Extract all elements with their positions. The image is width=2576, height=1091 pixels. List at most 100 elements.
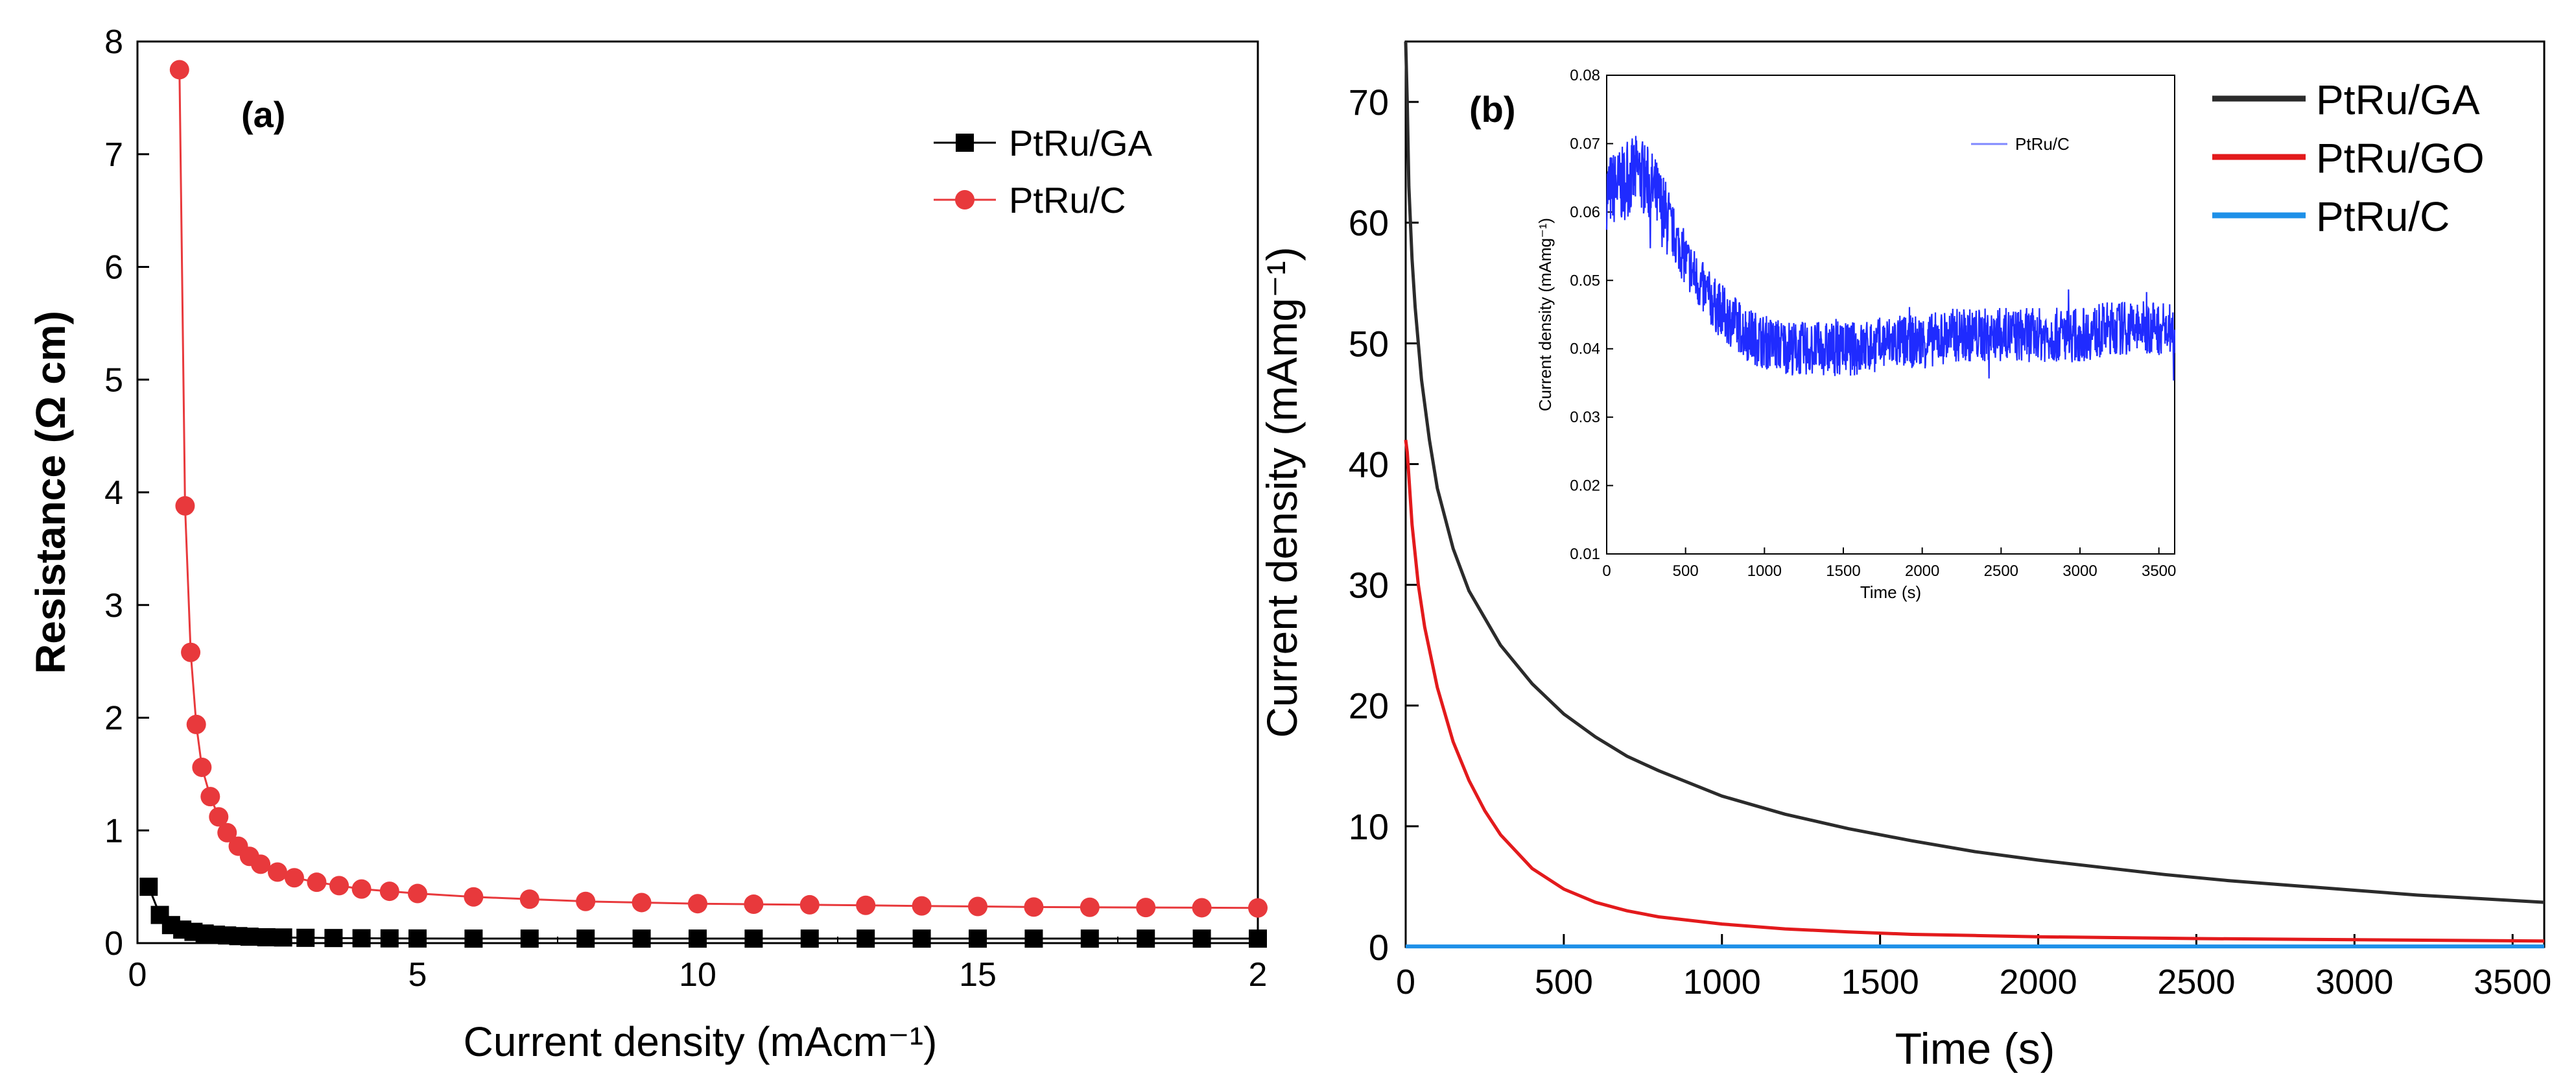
panel-b-xtick-label: 1000 [1683, 963, 1761, 1001]
panel-b-label: (b) [1469, 89, 1516, 130]
panel-a-point-0 [969, 929, 987, 948]
inset-xtick-label: 2000 [1905, 562, 1939, 580]
inset-xlabel: Time (s) [1860, 582, 1921, 602]
panel-a-point-1 [186, 714, 206, 734]
inset-xtick-label: 0 [1602, 562, 1611, 580]
panel-a-point-1 [307, 872, 327, 893]
inset-ytick-label: 0.03 [1570, 409, 1600, 426]
panel-a-point-1 [284, 868, 304, 888]
inset-ytick-label: 0.01 [1570, 546, 1600, 563]
panel-a-point-1 [1192, 898, 1212, 918]
inset-legend-label: PtRu/C [2015, 134, 2070, 154]
inset-background [1607, 75, 2175, 554]
panel-a-xtick-label: 5 [408, 956, 427, 994]
panel-b-legend-label: PtRu/C [2316, 193, 2450, 240]
panel-a-point-1 [169, 60, 189, 80]
panel-a-ytick-label: 3 [104, 587, 123, 625]
panel-a-point-1 [268, 862, 287, 882]
inset-frame [1606, 75, 2175, 555]
panel-a-point-1 [968, 896, 987, 917]
inset-ytick-label: 0.05 [1570, 272, 1600, 289]
panel-a-point-1 [1024, 897, 1044, 917]
panel-a-point-1 [192, 757, 212, 777]
panel-a-point-1 [209, 807, 229, 827]
panel-a-point-1 [379, 881, 399, 902]
panel-a-ytick-label: 2 [104, 700, 123, 737]
panel-b-ylabel: Current density (mAmg⁻¹) [1258, 246, 1306, 737]
inset-ylabel: Current density (mAmg⁻¹) [1535, 218, 1555, 411]
panel-a-point-0 [380, 929, 399, 948]
panel-b-ytick-label: 30 [1349, 565, 1389, 606]
panel-a-point-0 [1249, 929, 1267, 948]
panel-a-ytick-label: 6 [104, 249, 123, 287]
panel-a-frame [136, 40, 1259, 944]
panel-a-point-0 [240, 928, 259, 946]
panel-a-point-0 [296, 928, 315, 947]
panel-a-xlabel: Current density (mAcm⁻¹) [464, 1018, 938, 1065]
panel-a-point-1 [464, 887, 484, 907]
panel-b-ytick-label: 10 [1349, 806, 1389, 847]
panel-a-point-0 [857, 929, 875, 948]
panel-a-point-0 [352, 929, 371, 948]
panel-b-ytick-label: 70 [1349, 82, 1389, 123]
panel-a-point-1 [576, 891, 596, 911]
panel-b-xtick-label: 3000 [2315, 963, 2393, 1001]
panel-a-xtick-label: 2 [1249, 956, 1268, 994]
panel-a-xtick-label: 10 [679, 956, 716, 994]
panel-a-point-1 [217, 822, 237, 843]
panel-a-ytick-label: 0 [104, 925, 123, 963]
panel-a-point-0 [576, 929, 595, 948]
panel-a-point-0 [912, 929, 931, 948]
panel-b-ytick-label: 50 [1349, 323, 1389, 364]
panel-a-legend-label: PtRu/GA [1009, 123, 1153, 163]
panel-a-point-1 [200, 787, 220, 807]
panel-b-legend: PtRu/GA PtRu/GO PtRu/C [2212, 77, 2485, 240]
panel-a-ytick-label: 4 [104, 474, 123, 512]
panel-a-point-1 [688, 894, 707, 914]
panel-a-point-0 [1024, 929, 1043, 948]
inset-xtick-label: 2500 [1984, 562, 2018, 580]
panel-a-point-1 [1080, 897, 1100, 917]
panel-a-point-0 [139, 878, 158, 896]
panel-a-point-1 [181, 642, 201, 662]
inset-xtick-label: 1000 [1747, 562, 1782, 580]
inset-ytick-label: 0.02 [1570, 477, 1600, 495]
panel-a-point-1 [175, 496, 195, 516]
panel-a-point-0 [464, 929, 483, 948]
panel-a-point-1 [251, 854, 271, 874]
inset-chart: 0 500 1000 1500 2000 2500 3000 3500 0.01 0.02 0.03… [1535, 67, 2176, 602]
panel-b-xtick-label: 1500 [1841, 963, 1919, 1001]
panel-b-series-line-1 [1404, 439, 2545, 943]
panel-a-point-1 [856, 895, 876, 915]
inset-ytick-label: 0.06 [1570, 204, 1600, 221]
panel-a-point-1 [744, 894, 764, 915]
panel-b: 0 500 1000 1500 2000 2500 3000 3500 0 10 20 30 40 50 6… [1258, 40, 2551, 1073]
panel-b-xtick-label: 3500 [2474, 963, 2551, 1001]
panel-a-legend-marker [955, 190, 975, 210]
panel-a-point-1 [351, 879, 372, 899]
inset-xtick-label: 3000 [2062, 562, 2097, 580]
panel-a-point-1 [912, 896, 932, 916]
panel-a-point-0 [1080, 929, 1099, 948]
panel-a-ytick-label: 5 [104, 361, 123, 399]
panel-a-xtick-label: 0 [128, 956, 147, 994]
panel-b-ytick-label: 0 [1369, 927, 1389, 968]
panel-a-xtick-label: 15 [959, 956, 997, 994]
inset-xtick-label: 500 [1673, 562, 1699, 580]
panel-a-point-0 [324, 929, 343, 948]
panel-b-xtick-label: 0 [1396, 963, 1415, 1001]
panel-a-point-1 [632, 893, 652, 913]
panel-a-point-0 [520, 929, 539, 948]
panel-b-xtick-label: 500 [1535, 963, 1593, 1001]
panel-b-ytick-label: 40 [1349, 444, 1389, 485]
inset-ytick-label: 0.07 [1570, 135, 1600, 152]
panel-b-ytick-label: 60 [1349, 202, 1389, 243]
panel-a-point-1 [519, 889, 539, 909]
panel-b-legend-label: PtRu/GO [2316, 135, 2485, 182]
inset-ytick-label: 0.04 [1570, 341, 1600, 358]
panel-a-point-0 [1192, 929, 1211, 948]
panel-a-point-0 [408, 929, 427, 948]
panel-b-xtick-label: 2500 [2157, 963, 2235, 1001]
panel-a-ylabel: Resistance (Ω cm) [27, 311, 74, 674]
